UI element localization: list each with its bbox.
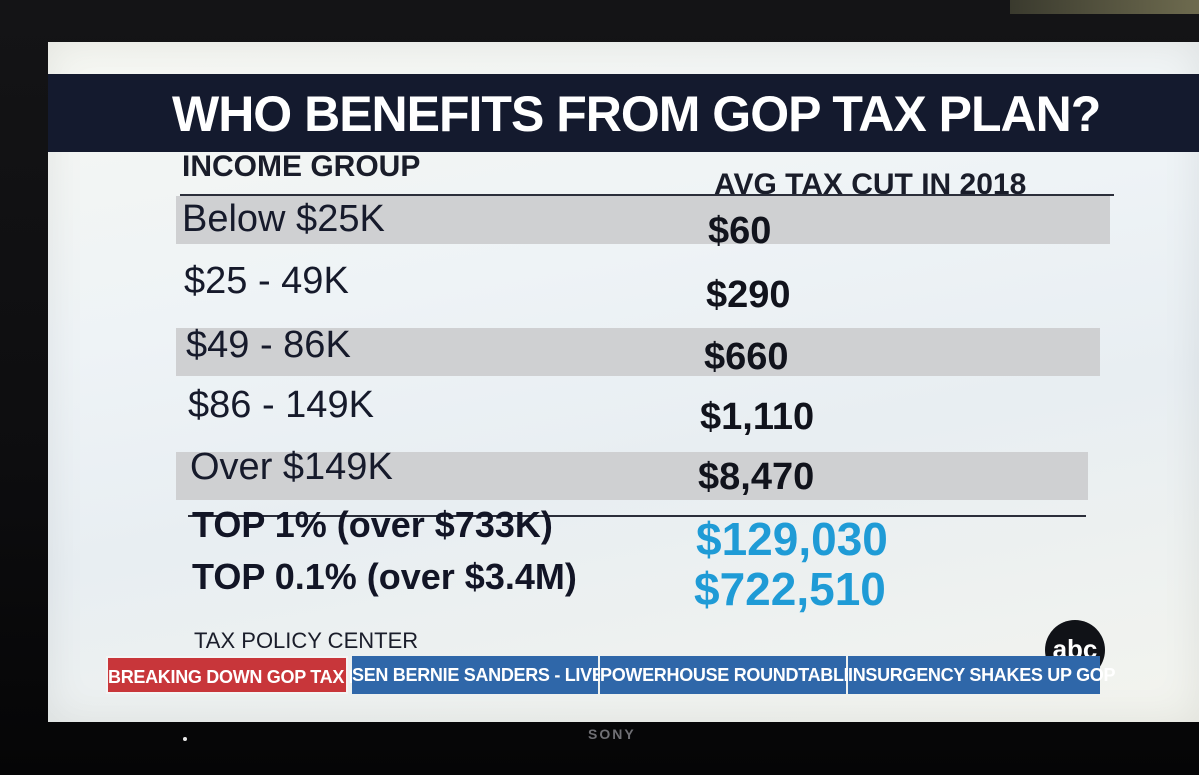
top-0-1-percent-label: TOP 0.1% (over $3.4M) [192, 556, 577, 597]
source-credit: TAX POLICY CENTER [194, 628, 419, 653]
top-1-percent-cut: $129,030 [696, 513, 888, 565]
header-rule [180, 194, 1114, 196]
table-row-cut: $290 [706, 274, 791, 316]
row-shade [176, 196, 1110, 244]
ticker-item: POWERHOUSE ROUNDTABLE! [600, 656, 861, 694]
table-row-group: Over $149K [190, 446, 393, 488]
title-bar [48, 74, 1199, 152]
tv-screen: WHO BENEFITS FROM GOP TAX PLAN? INCOME G… [48, 42, 1199, 722]
table-row-cut: $60 [708, 210, 772, 252]
table-row-cut: $8,470 [698, 456, 815, 498]
tv-brand-logo: SONY [588, 726, 636, 742]
table-row-cut: $1,110 [700, 396, 815, 438]
graphic-title: WHO BENEFITS FROM GOP TAX PLAN? [172, 86, 1101, 142]
table-row-group: Below $25K [182, 198, 385, 240]
table-row-group: $25 - 49K [184, 260, 349, 302]
top-0-1-percent-cut: $722,510 [694, 563, 886, 615]
row-shade [176, 328, 1100, 376]
table-row-group: $49 - 86K [186, 324, 351, 366]
background-wall [1010, 0, 1199, 14]
power-led-icon [183, 737, 187, 741]
table-row-cut: $660 [704, 336, 789, 378]
ticker-item: INSURGENCY SHAKES UP GOP [848, 656, 1116, 694]
table-row-group: $86 - 149K [188, 384, 374, 426]
top-earners-divider [188, 515, 1086, 517]
row-shade [176, 452, 1088, 500]
income-group-header: INCOME GROUP [182, 150, 421, 183]
top-1-percent-label: TOP 1% (over $733K) [192, 504, 553, 545]
ticker-item: SEN BERNIE SANDERS - LIVE [352, 656, 604, 694]
ticker-item: BREAKING DOWN GOP TAX PLAN [106, 656, 397, 694]
